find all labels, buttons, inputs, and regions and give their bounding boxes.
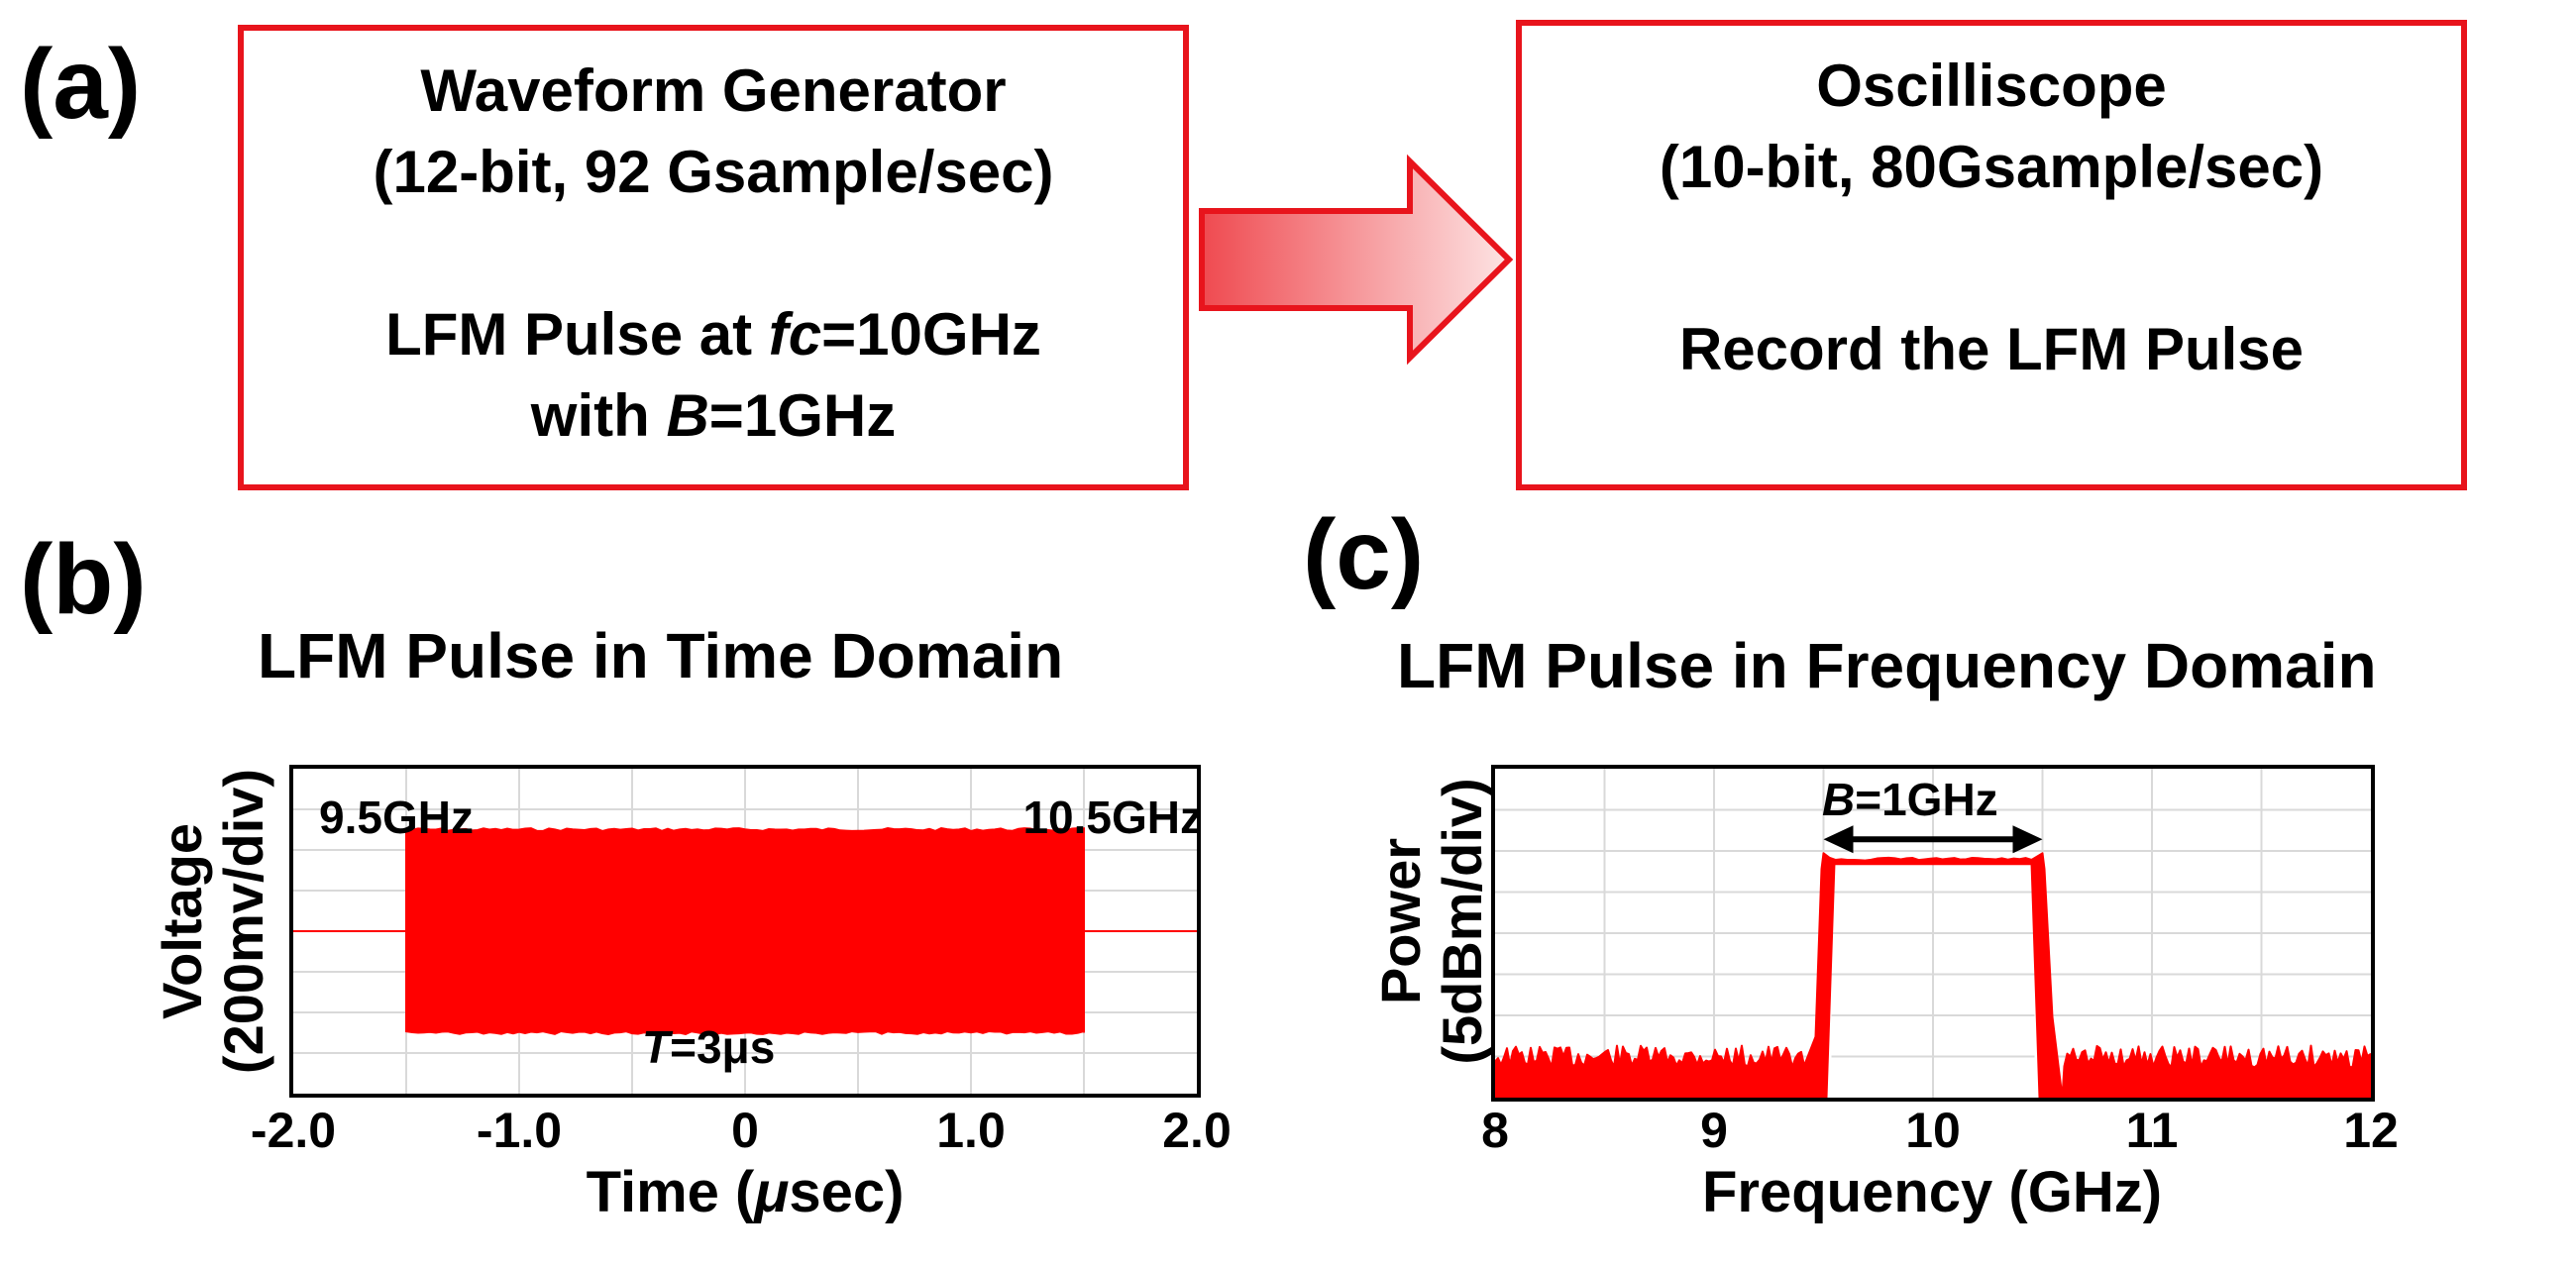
time-chart-ylabel: Voltage (200mv/div) [151, 768, 274, 1075]
freq-x-tick: 8 [1481, 1103, 1509, 1158]
oscilloscope-title: Oscilliscope [1816, 53, 2167, 119]
panel-label-a: (a) [20, 29, 142, 140]
bandwidth-arrowhead-right [2012, 825, 2043, 854]
time-chart-plot-area: 9.5GHz 10.5GHz T=3μs [289, 765, 1201, 1098]
generator-bandwidth-line: with B=1GHz [530, 382, 897, 449]
oscilloscope-spec: (10-bit, 80Gsample/sec) [1659, 134, 2324, 200]
time-x-tick: -2.0 [250, 1103, 337, 1158]
time-x-tick: 2.0 [1162, 1103, 1232, 1158]
freq-chart-title: LFM Pulse in Frequency Domain [1397, 630, 2377, 701]
start-freq-annotation: 9.5GHz [319, 792, 474, 843]
freq-chart-plot-area: B=1GHz [1491, 765, 2375, 1102]
generator-spec: (12-bit, 92 Gsample/sec) [373, 139, 1054, 205]
freq-x-tick: 12 [2343, 1103, 2399, 1158]
freq-chart-xlabel: Frequency (GHz) [1701, 1160, 2163, 1224]
panel-label-b: (b) [20, 524, 147, 635]
freq-chart-ylabel: Power (5dBm/div) [1369, 778, 1493, 1065]
panel-label-c: (c) [1303, 499, 1425, 610]
passband-edge [1823, 861, 2043, 1098]
b-symbol: B [666, 382, 709, 449]
time-chart-xlabel: Time (μsec) [586, 1160, 905, 1224]
lfm-pulse-envelope [405, 826, 1085, 1035]
time-chart-title: LFM Pulse in Time Domain [258, 620, 1064, 691]
duration-annotation: T=3μs [642, 1021, 776, 1073]
oscilloscope-action: Record the LFM Pulse [1678, 316, 2305, 382]
generator-pulse-line: LFM Pulse at fc=10GHz [385, 301, 1041, 368]
freq-x-tick: 10 [1905, 1103, 1961, 1158]
time-x-tick: -1.0 [476, 1103, 563, 1158]
generator-title: Waveform Generator [420, 57, 1007, 124]
fc-symbol: fc [768, 301, 822, 368]
waveform-generator-box: Waveform Generator (12-bit, 92 Gsample/s… [238, 25, 1189, 490]
time-x-tick: 0 [731, 1103, 759, 1158]
bandwidth-arrowhead-left [1823, 825, 1854, 854]
freq-x-tick: 11 [2125, 1103, 2179, 1158]
freq-x-tick: 9 [1700, 1103, 1728, 1158]
signal-flow-arrow-icon [1199, 154, 1514, 366]
end-freq-annotation: 10.5GHz [1022, 792, 1201, 843]
oscilloscope-box: Oscilliscope (10-bit, 80Gsample/sec) Rec… [1516, 20, 2467, 490]
time-x-tick: 1.0 [936, 1103, 1006, 1158]
bandwidth-annotation: B=1GHz [1822, 774, 1998, 825]
